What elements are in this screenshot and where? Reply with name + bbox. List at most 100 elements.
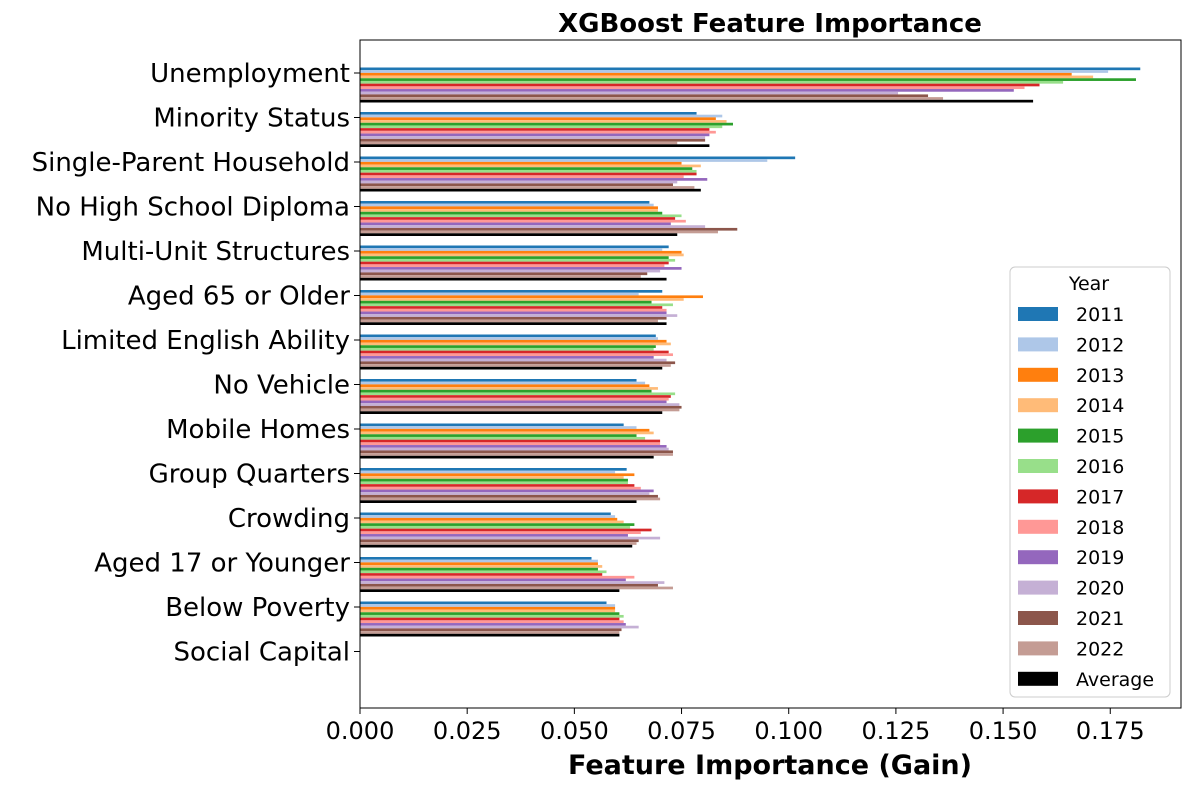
- bar-2016-13: [360, 614, 624, 618]
- bar-2020-7: [360, 358, 667, 362]
- x-tick-label: 0.075: [647, 717, 716, 745]
- bar-2022-7: [360, 364, 671, 367]
- bar-2016-5: [360, 258, 676, 262]
- bar-2016-11: [360, 525, 631, 529]
- bar-2017-11: [360, 528, 652, 532]
- bar-2017-5: [360, 261, 669, 265]
- y-tick-label: Mobile Homes: [166, 415, 350, 445]
- bar-2014-10: [360, 476, 624, 479]
- x-axis: 0.000 0.025 0.050 0.075 0.100 0.125 0.150 0.175: [326, 708, 1145, 745]
- bar-2020-13: [360, 625, 639, 629]
- legend-swatch: [1018, 367, 1058, 382]
- y-tick-label: Crowding: [228, 504, 350, 534]
- bar-2017-10: [360, 484, 635, 487]
- legend-swatch: [1018, 641, 1058, 656]
- bar-2021-10: [360, 494, 658, 498]
- bar-2011-11: [360, 512, 611, 516]
- bar-2013-7: [360, 339, 667, 343]
- bar-2022-1: [360, 97, 944, 100]
- bar-2017-4: [360, 217, 676, 220]
- bar-2021-6: [360, 316, 667, 320]
- bar-2022-8: [360, 408, 680, 412]
- legend-label: 2012: [1076, 334, 1124, 356]
- bar-2017-9: [360, 439, 661, 443]
- bar-2014-1: [360, 75, 1094, 79]
- bar-2011-9: [360, 423, 624, 427]
- bar-2018-10: [360, 486, 641, 490]
- bar-average-13: [360, 633, 620, 637]
- bar-2013-3: [360, 161, 682, 165]
- bar-2014-6: [360, 298, 684, 301]
- legend-label: 2014: [1076, 395, 1124, 417]
- bar-2014-9: [360, 431, 654, 435]
- bar-2020-9: [360, 447, 669, 451]
- x-tick-label: 0.100: [754, 717, 823, 745]
- bar-2015-12: [360, 567, 598, 571]
- bar-2019-13: [360, 623, 626, 626]
- bar-2012-7: [360, 337, 658, 340]
- y-tick-label: Single-Parent Household: [32, 148, 350, 178]
- bar-2016-3: [360, 169, 697, 173]
- bar-2017-8: [360, 395, 671, 398]
- bar-average-4: [360, 233, 678, 236]
- bar-2018-7: [360, 353, 673, 357]
- x-tick-label: 0.000: [326, 717, 395, 745]
- bar-2013-13: [360, 606, 616, 610]
- bar-2022-13: [360, 631, 620, 634]
- bar-2021-9: [360, 450, 673, 454]
- y-tick-label: Below Poverty: [165, 593, 350, 623]
- bar-2015-9: [360, 434, 637, 437]
- x-tick-label: 0.025: [433, 717, 502, 745]
- chart-title: XGBoost Feature Importance: [558, 9, 982, 39]
- bar-2012-12: [360, 559, 598, 563]
- bar-average-9: [360, 455, 654, 459]
- bar-average-3: [360, 188, 701, 192]
- bar-2016-4: [360, 214, 682, 218]
- bar-2016-1: [360, 80, 1064, 84]
- bar-2013-4: [360, 206, 658, 210]
- bar-2013-1: [360, 72, 1072, 76]
- bar-2015-1: [360, 78, 1136, 81]
- bar-2012-1: [360, 70, 1109, 73]
- bar-2018-11: [360, 531, 641, 535]
- bar-2022-6: [360, 319, 658, 323]
- y-tick-label: No Vehicle: [213, 371, 350, 401]
- bar-2015-10: [360, 478, 628, 482]
- bar-2022-9: [360, 453, 673, 456]
- y-tick-label: Aged 65 or Older: [128, 282, 350, 312]
- bar-2021-13: [360, 628, 622, 632]
- bar-2021-3: [360, 183, 673, 187]
- bar-2012-9: [360, 426, 637, 429]
- bar-average-7: [360, 366, 663, 370]
- bar-2011-6: [360, 290, 663, 293]
- bar-2012-3: [360, 159, 768, 162]
- bar-average-2: [360, 144, 710, 147]
- bar-average-10: [360, 500, 637, 503]
- bar-2011-13: [360, 601, 607, 605]
- x-tick-label: 0.175: [1076, 717, 1145, 745]
- bar-2021-1: [360, 94, 929, 98]
- y-tick-label: Multi-Unit Structures: [81, 237, 350, 267]
- bar-2021-12: [360, 583, 658, 587]
- legend-swatch: [1018, 489, 1058, 504]
- x-axis-label: Feature Importance (Gain): [568, 750, 972, 781]
- bar-2021-8: [360, 405, 682, 409]
- y-tick-label: Social Capital: [173, 638, 350, 668]
- bar-2020-4: [360, 225, 706, 228]
- bar-2018-3: [360, 175, 684, 179]
- legend-label: 2011: [1076, 304, 1124, 326]
- bar-2020-5: [360, 269, 661, 273]
- legend-label: 2018: [1076, 517, 1124, 539]
- bar-2011-1: [360, 67, 1141, 71]
- bar-2022-10: [360, 497, 661, 501]
- bar-2014-2: [360, 120, 727, 123]
- bar-2021-4: [360, 227, 738, 231]
- legend-items: 2011 2012 2013 2014 2015 2016 2017 2018 2019 2020…: [1018, 304, 1154, 691]
- bar-2019-2: [360, 133, 710, 137]
- bar-2016-9: [360, 436, 646, 440]
- bar-2013-9: [360, 428, 650, 432]
- bar-2017-13: [360, 617, 620, 621]
- bar-2021-5: [360, 272, 648, 276]
- bar-2014-3: [360, 164, 701, 168]
